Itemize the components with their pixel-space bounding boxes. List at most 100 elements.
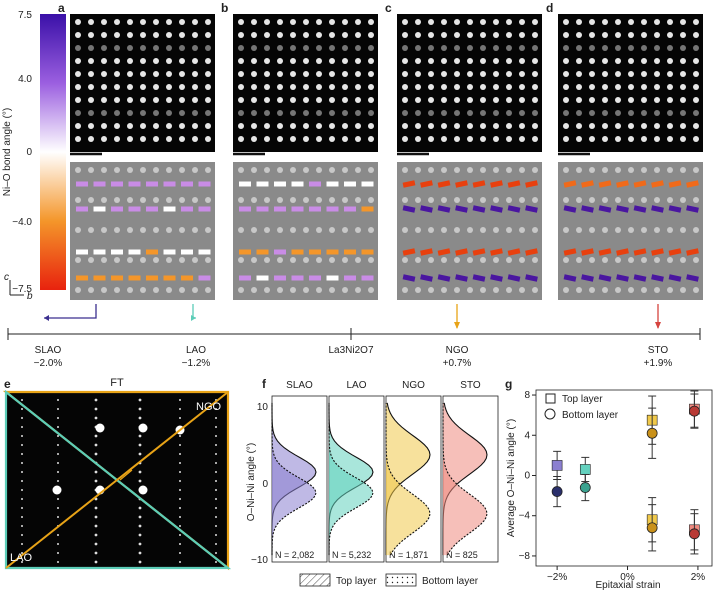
atom-column <box>506 167 512 173</box>
atom-column <box>480 32 486 38</box>
atom-column <box>342 227 348 233</box>
connector-arrowhead <box>454 322 460 329</box>
atom-column <box>277 58 283 64</box>
atom-column <box>329 136 335 142</box>
atom-column <box>680 110 686 116</box>
ft-spot <box>57 561 59 563</box>
atom-column <box>205 123 211 129</box>
atom-column <box>576 123 582 129</box>
ft-spot <box>21 516 23 518</box>
substrate-strain: +0.7% <box>443 358 472 369</box>
atom-column <box>532 58 538 64</box>
atom-column <box>101 136 107 142</box>
atom-column <box>153 84 159 90</box>
atom-column <box>166 45 172 51</box>
bond-angle-marker <box>198 275 211 281</box>
atom-column <box>667 197 673 203</box>
atom-column <box>316 97 322 103</box>
atom-column <box>264 167 270 173</box>
bond-angle-marker <box>181 206 193 212</box>
atom-column <box>467 123 473 129</box>
atom-column <box>615 19 621 25</box>
atom-column <box>114 19 120 25</box>
atom-column <box>693 32 699 38</box>
atom-column <box>179 167 185 173</box>
bond-angle-marker <box>686 248 699 256</box>
atom-column <box>576 197 582 203</box>
atom-column <box>205 32 211 38</box>
atom-column <box>88 32 94 38</box>
atom-column <box>428 257 434 263</box>
atom-column <box>368 58 374 64</box>
ft-spot <box>57 444 59 446</box>
atom-column <box>602 45 608 51</box>
bond-angle-marker <box>76 275 88 281</box>
x-tick-label: 2% <box>691 572 706 583</box>
atom-column <box>493 287 499 293</box>
ft-bragg-peak <box>138 485 148 495</box>
ft-spot <box>57 417 59 419</box>
atom-column <box>166 58 172 64</box>
atom-column <box>179 136 185 142</box>
atom-column <box>693 110 699 116</box>
atom-column <box>641 58 647 64</box>
bond-angle-marker <box>128 249 141 255</box>
ft-spot <box>179 399 181 401</box>
atom-column <box>316 257 322 263</box>
atom-column <box>303 19 309 25</box>
atom-column <box>316 45 322 51</box>
atom-column <box>428 123 434 129</box>
atom-column <box>192 123 198 129</box>
atom-column <box>602 71 608 77</box>
atom-column <box>441 58 447 64</box>
atom-column <box>628 84 634 90</box>
bond-angle-marker <box>507 274 521 282</box>
bond-angle-marker <box>256 275 269 281</box>
atom-column <box>205 19 211 25</box>
atom-column <box>519 287 525 293</box>
atom-column <box>667 32 673 38</box>
atom-column <box>506 287 512 293</box>
histogram-count: N = 2,082 <box>275 550 314 560</box>
fit-curve <box>328 402 374 556</box>
atom-column <box>251 167 257 173</box>
atom-column <box>402 197 408 203</box>
atom-column <box>467 58 473 64</box>
substrate-ngo: NGO +0.7% <box>443 304 472 369</box>
ft-spot <box>94 533 98 537</box>
atom-column <box>303 136 309 142</box>
atom-column <box>192 227 198 233</box>
atom-column <box>454 71 460 77</box>
atom-column <box>615 58 621 64</box>
atom-column <box>493 32 499 38</box>
atom-column <box>428 287 434 293</box>
bond-angle-marker <box>274 206 286 212</box>
panel-letter-d: d <box>546 1 553 15</box>
atom-column <box>654 58 660 64</box>
atom-column <box>342 123 348 129</box>
atom-column <box>641 287 647 293</box>
atom-column <box>480 227 486 233</box>
atom-column <box>316 167 322 173</box>
atom-column <box>238 19 244 25</box>
bond-angle-marker <box>76 181 88 187</box>
atom-column <box>589 71 595 77</box>
atom-column <box>101 167 107 173</box>
atom-column <box>166 19 172 25</box>
atom-column <box>602 58 608 64</box>
atom-column <box>153 32 159 38</box>
fit-curve <box>271 402 317 556</box>
atom-column <box>480 167 486 173</box>
ft-spot <box>179 489 181 491</box>
atom-column <box>628 257 634 263</box>
ft-spot <box>21 453 23 455</box>
atom-column <box>441 110 447 116</box>
atom-column <box>641 136 647 142</box>
atom-column <box>441 84 447 90</box>
atom-column <box>290 136 296 142</box>
y-tick-label: 4 <box>524 430 530 441</box>
atom-column <box>441 257 447 263</box>
bond-angle-marker <box>686 274 699 282</box>
atom-column <box>153 257 159 263</box>
bond-angle-marker <box>525 205 538 213</box>
